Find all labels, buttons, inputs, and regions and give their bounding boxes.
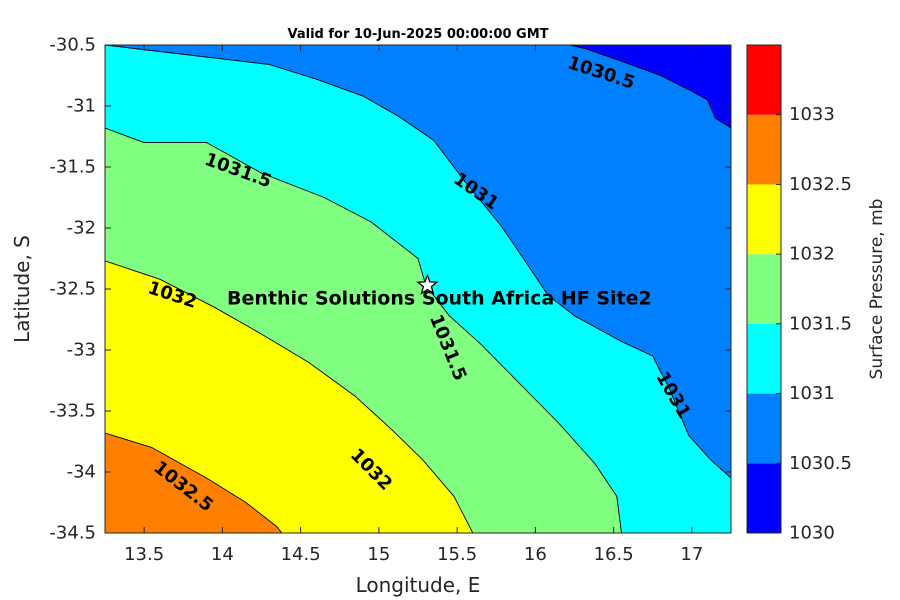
- colorbar-band-1030.5: [747, 393, 781, 464]
- y-tick-label: -33.5: [49, 401, 96, 422]
- y-tick-label: -30.5: [49, 35, 96, 56]
- colorbar-tick-label: 1032.5: [789, 174, 852, 195]
- colorbar-tick-label: 1032: [789, 244, 835, 265]
- x-tick-label: 17: [680, 544, 703, 565]
- site-label: Benthic Solutions South Africa HF Site2: [227, 287, 652, 309]
- x-axis-title: Longitude, E: [356, 573, 481, 597]
- band-fill-1030: [569, 45, 731, 128]
- colorbar-title: Surface Pressure, mb: [867, 199, 887, 380]
- isobar-1032.5: [105, 432, 283, 533]
- colorbar-band-1033: [747, 45, 781, 115]
- colorbar-band-1031.5: [747, 254, 781, 324]
- x-tick-label: 13.5: [124, 544, 164, 565]
- x-tick-label: 15.5: [437, 544, 477, 565]
- site-star-marker: [416, 273, 439, 295]
- x-tick-label: 14: [211, 544, 234, 565]
- band-fill-1032: [105, 260, 473, 533]
- colorbar-tick-label: 1030.5: [789, 453, 852, 474]
- plot-area: 1030.5103110311031.51031.5103210321032.5…: [104, 44, 732, 534]
- band-fill-1032.5: [105, 433, 282, 533]
- y-tick-label: -32: [67, 218, 96, 239]
- colorbar-band-1030: [747, 463, 781, 533]
- y-tick-label: -31.5: [49, 157, 96, 178]
- colorbar-frame: [746, 44, 782, 534]
- x-tick-label: 15: [367, 544, 390, 565]
- colorbar-tick-label: 1031: [789, 383, 835, 404]
- chart-title: Valid for 10-Jun-2025 00:00:00 GMT: [288, 27, 549, 42]
- x-tick-label: 16: [524, 544, 547, 565]
- y-tick-label: -34: [67, 462, 96, 483]
- colorbar-band-1032.5: [747, 114, 781, 185]
- y-tick-label: -32.5: [49, 279, 96, 300]
- site-layer: Benthic Solutions South Africa HF Site2: [227, 273, 652, 309]
- y-axis-title: Latitude, S: [10, 235, 34, 343]
- colorbar-ticks: 1030 1030.5 1031 1031.5 1032 1032.5 1033: [776, 104, 852, 544]
- isobar-line-layer: [105, 45, 731, 533]
- colorbar: 1030 1030.5 1031 1031.5 1032 1032.5 1033 Surfa…: [746, 44, 887, 544]
- y-axis: -30.5 -31 -31.5 -32 -32.5 -33 -33.5 -34 -34.5: [49, 35, 731, 544]
- band-fill-1031: [105, 45, 731, 533]
- isobar-1030.5: [569, 45, 731, 129]
- y-tick-label: -33: [67, 340, 96, 361]
- isobar-1031: [105, 45, 731, 479]
- band-fill-1031.5: [105, 128, 622, 533]
- y-tick-label: -31: [67, 96, 96, 117]
- y-tick-label: -34.5: [49, 523, 96, 544]
- x-axis: 13.5 14 14.5 15 15.5 16 16.5 17: [124, 45, 703, 565]
- colorbar-band-1031: [747, 323, 781, 394]
- isobar-1032: [105, 260, 474, 533]
- colorbar-tick-label: 1033: [789, 104, 835, 125]
- colorbar-tick-label: 1031.5: [789, 313, 852, 334]
- colorbar-tick-label: 1030: [789, 523, 835, 544]
- colorbar-band-1032: [747, 184, 781, 255]
- x-tick-label: 16.5: [594, 544, 634, 565]
- x-tick-label: 14.5: [281, 544, 321, 565]
- colorbar-bands: [747, 45, 781, 533]
- band-fill-1030.5: [105, 45, 731, 479]
- pressure-fill-layer: [105, 45, 731, 533]
